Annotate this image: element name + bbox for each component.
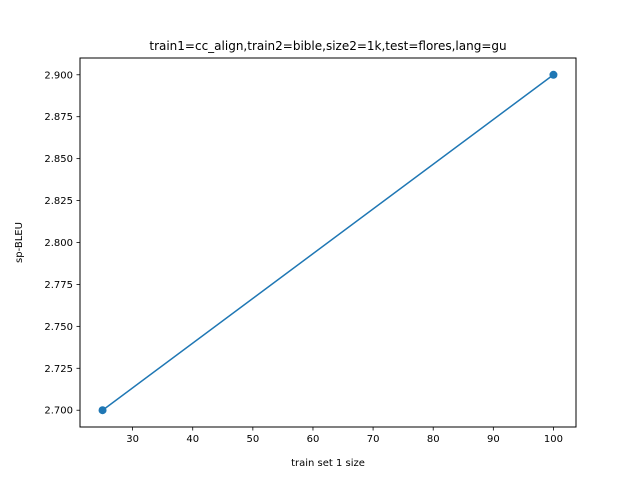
y-tick-label: 2.700 [44, 406, 73, 417]
y-tick-label: 2.750 [44, 322, 73, 333]
x-tick-label: 70 [367, 434, 380, 445]
x-tick-label: 80 [427, 434, 440, 445]
x-tick-label: 50 [246, 434, 259, 445]
data-point [549, 70, 558, 79]
y-tick-label: 2.875 [44, 112, 73, 123]
x-tick-label: 90 [487, 434, 500, 445]
x-tick-label: 60 [307, 434, 320, 445]
x-tick-label: 30 [126, 434, 139, 445]
y-tick-label: 2.800 [44, 238, 73, 249]
x-tick-label: 100 [544, 434, 563, 445]
x-axis-label: train set 1 size [291, 458, 365, 469]
y-tick-label: 2.850 [44, 154, 73, 165]
series-line [102, 74, 554, 411]
y-axis-label: sp-BLEU [14, 222, 25, 263]
y-tick-label: 2.825 [44, 196, 73, 207]
y-tick-label: 2.775 [44, 280, 73, 291]
chart-title: train1=cc_align,train2=bible,size2=1k,te… [149, 39, 506, 53]
series-layer [98, 70, 558, 415]
data-point [98, 406, 107, 415]
x-axis-ticks: 30 40 50 60 70 80 90 100 [126, 427, 563, 445]
x-tick-label: 40 [186, 434, 199, 445]
y-axis-ticks: 2.700 2.725 2.750 2.775 2.800 2.825 2.850 2.875… [44, 70, 80, 417]
y-tick-label: 2.900 [44, 70, 73, 81]
y-tick-label: 2.725 [44, 364, 73, 375]
